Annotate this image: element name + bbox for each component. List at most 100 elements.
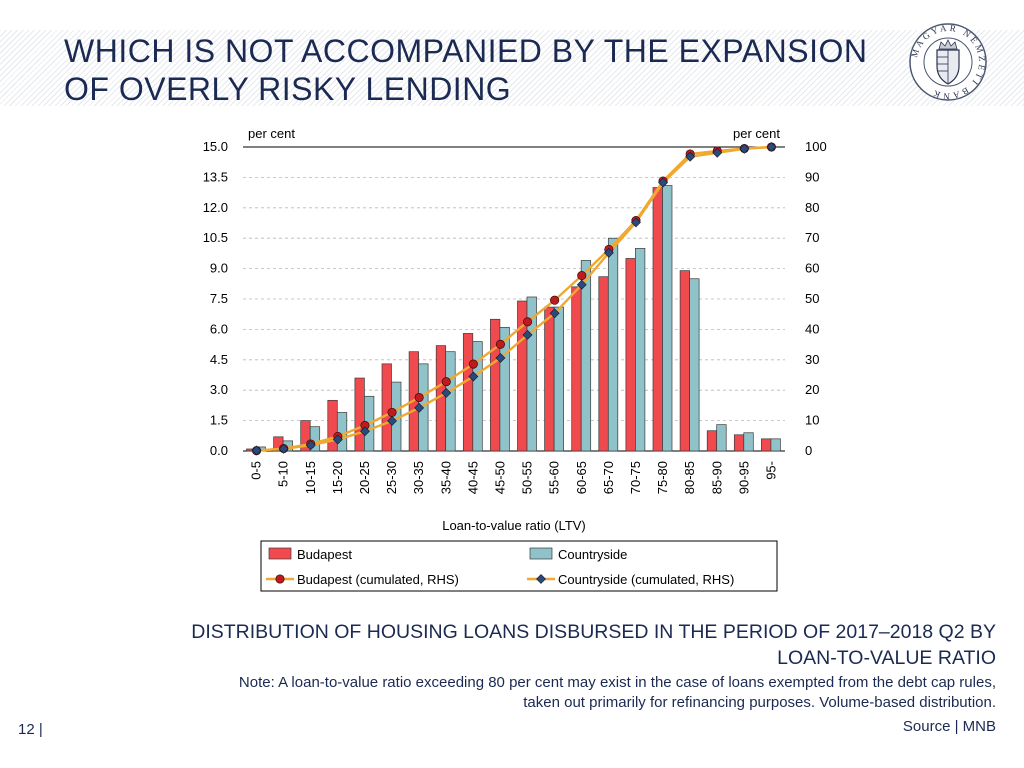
chart-note-line-1: Note: A loan-to-value ratio exceeding 80… [238, 674, 996, 691]
legend-key-countryside [529, 547, 553, 560]
chart-caption-line-2: LOAN-TO-VALUE RATIO [777, 647, 996, 669]
point-countryside-cumulated [576, 279, 587, 290]
point-budapest-cumulated [468, 359, 478, 369]
y-tick-label-left: 6.0 [210, 321, 228, 336]
point-countryside-cumulated [332, 434, 343, 445]
point-countryside-cumulated [278, 443, 289, 454]
bar-countryside [309, 426, 321, 452]
x-tick-label: 70-75 [628, 461, 643, 494]
chart-caption: DISTRIBUTION OF HOUSING LOANS DISBURSED … [96, 619, 996, 671]
point-budapest-cumulated [441, 377, 451, 387]
x-tick-label: 5-10 [276, 461, 291, 487]
point-countryside-cumulated [251, 445, 262, 456]
logo-inner-ring [923, 37, 973, 87]
bar-budapest [679, 270, 690, 452]
x-tick-label: 35-40 [438, 461, 453, 494]
point-countryside-cumulated [685, 151, 696, 162]
y-tick-label-left: 0.0 [210, 443, 228, 458]
y-tick-label-right: 60 [805, 261, 819, 276]
x-tick-label: 80-85 [682, 461, 697, 494]
y-tick-label-left: 3.0 [210, 382, 228, 397]
point-countryside-cumulated [414, 402, 425, 413]
x-tick-label: 30-35 [411, 461, 426, 494]
x-tick-label: 25-30 [384, 461, 399, 494]
bar-countryside [689, 278, 700, 452]
point-countryside-cumulated [441, 388, 452, 398]
bar-budapest [544, 306, 555, 452]
point-budapest-cumulated [550, 295, 560, 305]
bar-budapest [625, 258, 636, 452]
y-tick-label-left: 7.5 [210, 291, 228, 306]
y-tick-label-right: 40 [805, 321, 819, 336]
bar-budapest [462, 333, 474, 452]
legend-label-countryside-cumulated: Countryside (cumulated, RHS) [558, 572, 734, 587]
y-tick-label-right: 0 [805, 443, 812, 458]
legend-key-countryside-cumulated-marker [536, 574, 546, 584]
x-tick-label: 45-50 [492, 461, 507, 494]
bar-budapest [381, 363, 392, 452]
x-tick-label: 55-60 [547, 461, 562, 494]
y-tick-label-right: 10 [805, 413, 819, 428]
source-label: Source | MNB [902, 718, 996, 735]
x-tick-label: 85-90 [709, 461, 724, 494]
page-number: 12 | [18, 721, 43, 738]
bar-countryside [445, 351, 456, 452]
bar-countryside [499, 327, 510, 452]
x-tick-label: 15-20 [330, 461, 345, 494]
line-countryside-cumulated [256, 145, 772, 452]
point-countryside-cumulated [658, 177, 668, 188]
ltv-chart: 0.0 0 1.5 10 3.0 20 4.5 30 6.0 40 7.5 50 9.0 60 10.5 70… [203, 126, 827, 592]
bar-countryside [607, 237, 619, 452]
bar-countryside [553, 306, 564, 452]
point-countryside-cumulated [739, 143, 750, 154]
slide-title: WHICH IS NOT ACCOMPANIED BY THE EXPANSIO… [64, 32, 867, 108]
bar-budapest [652, 187, 663, 452]
y-tick-label-right: 30 [805, 352, 819, 367]
point-budapest-cumulated [495, 339, 505, 349]
y-tick-label-right: 90 [805, 169, 819, 184]
bar-budapest [571, 286, 582, 452]
x-tick-label: 20-25 [357, 461, 372, 494]
point-budapest-cumulated [387, 407, 397, 417]
y-axis-label-left: per cent [248, 126, 295, 141]
point-countryside-cumulated [766, 142, 777, 152]
point-countryside-cumulated [603, 247, 614, 258]
mnb-logo: MAGYAR NEMZETI BANK [909, 23, 987, 101]
point-countryside-cumulated [631, 217, 641, 228]
y-tick-label-left: 12.0 [203, 200, 228, 215]
point-countryside-cumulated [522, 329, 533, 340]
legend-label-budapest-cumulated: Budapest (cumulated, RHS) [297, 572, 459, 587]
bar-countryside [770, 438, 781, 452]
y-tick-label-right: 100 [805, 139, 827, 154]
bar-budapest [598, 276, 609, 452]
x-tick-label: 95- [763, 461, 778, 480]
slide-title-line-1: WHICH IS NOT ACCOMPANIED BY THE EXPANSIO… [64, 33, 868, 69]
x-tick-label: 40-45 [465, 461, 480, 494]
legend-key-budapest [268, 547, 292, 560]
bar-countryside [580, 260, 592, 452]
slide-title-line-2: OF OVERLY RISKY LENDING [64, 71, 512, 107]
point-countryside-cumulated [712, 147, 723, 158]
chart-caption-line-1: DISTRIBUTION OF HOUSING LOANS DISBURSED … [191, 621, 996, 643]
bar-budapest [354, 377, 365, 452]
bar-countryside [743, 432, 754, 452]
point-budapest-cumulated [522, 317, 533, 327]
x-tick-label: 0-5 [249, 461, 264, 480]
y-tick-label-left: 15.0 [203, 139, 228, 154]
point-budapest-cumulated [414, 392, 424, 403]
y-tick-label-right: 20 [805, 382, 819, 397]
x-tick-label: 75-80 [655, 461, 670, 494]
bar-budapest [706, 430, 718, 452]
point-countryside-cumulated [468, 371, 479, 382]
chart-note-line-2: taken out primarily for refinancing purp… [523, 694, 996, 711]
point-countryside-cumulated [495, 353, 506, 363]
title-band [0, 30, 1024, 106]
x-tick-label: 50-55 [520, 461, 535, 494]
point-countryside-cumulated [360, 426, 370, 437]
x-tick-label: 90-95 [736, 461, 751, 494]
point-countryside-cumulated [549, 308, 560, 319]
y-tick-label-right: 70 [805, 230, 819, 245]
x-tick-label: 65-70 [601, 461, 616, 494]
x-axis-label: Loan-to-value ratio (LTV) [442, 518, 586, 533]
bar-countryside [336, 412, 348, 452]
